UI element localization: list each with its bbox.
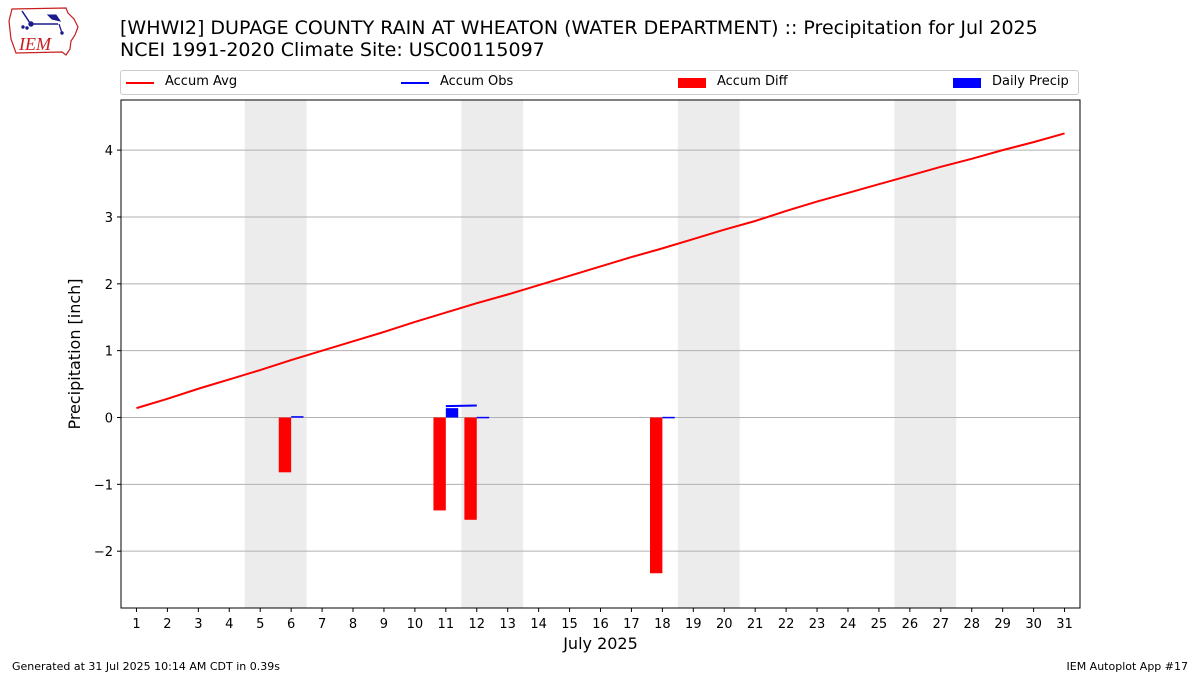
x-tick-label: 8 [349,617,357,632]
x-tick-label: 7 [318,617,326,632]
x-tick-label: 28 [963,617,980,632]
weekend-shade [244,100,307,608]
legend-swatch-daily-precip [953,78,981,88]
generated-timestamp: Generated at 31 Jul 2025 10:14 AM CDT in… [12,660,280,673]
chart-title: [WHWI2] DUPAGE COUNTY RAIN AT WHEATON (W… [120,17,1038,39]
x-tick-label: 31 [1056,617,1073,632]
y-axis-label: Precipitation [inch] [65,278,84,429]
weekend-shade [461,100,524,608]
x-tick-label: 21 [747,617,764,632]
legend-swatch-accum-diff [678,78,706,88]
legend-label-accum-diff: Accum Diff [717,74,788,89]
x-tick-label: 20 [716,617,733,632]
x-tick-label: 26 [902,617,919,632]
accum-avg-line [136,132,1065,410]
chart-legend: Accum Avg Accum Obs Accum Diff Daily Pre… [120,70,1079,95]
legend-swatch-accum-avg [126,82,154,84]
y-tick-label: 4 [105,144,113,159]
x-tick-label: 30 [1025,617,1042,632]
x-tick-label: 14 [530,617,547,632]
autoplot-app-label: IEM Autoplot App #17 [1066,660,1189,673]
x-tick-label: 5 [256,617,264,632]
x-tick-label: 18 [654,617,671,632]
accum-obs-line [445,404,477,408]
x-axis-label: July 2025 [562,634,638,653]
accum-diff-bar [464,417,477,520]
daily-precip-bar [445,408,459,418]
x-tick-label: 2 [163,617,171,632]
x-tick-label: 25 [871,617,888,632]
accum-diff-bar [649,417,663,574]
x-tick-label: 11 [438,617,455,632]
legend-label-daily-precip: Daily Precip [992,74,1069,89]
iem-logo: IEM [8,7,79,56]
legend-label-accum-obs: Accum Obs [440,74,514,89]
x-tick-label: 10 [407,617,424,632]
x-tick-label: 9 [380,617,388,632]
logo-text: IEM [18,34,52,54]
legend-swatch-accum-obs [401,82,429,84]
x-tick-label: 17 [623,617,640,632]
iowa-state-outline [8,7,79,56]
x-tick-label: 27 [933,617,950,632]
weekend-shade [677,100,740,608]
x-tick-label: 13 [499,617,516,632]
x-tick-label: 24 [840,617,857,632]
x-tick-label: 4 [225,617,233,632]
x-tick-label: 22 [778,617,795,632]
x-tick-label: 19 [685,617,702,632]
y-tick-label: −2 [94,545,113,560]
legend-label-accum-avg: Accum Avg [165,74,238,89]
chart-subtitle: NCEI 1991-2020 Climate Site: USC00115097 [120,39,545,61]
y-tick-label: 3 [105,211,113,226]
daily-precip-bar [476,416,490,419]
y-tick-label: −1 [94,478,113,493]
daily-precip-bar [291,416,304,418]
accum-diff-bar [278,417,292,473]
weekend-shade [894,100,957,608]
x-tick-label: 1 [132,617,140,632]
x-tick-label: 15 [561,617,578,632]
x-tick-label: 3 [194,617,202,632]
weather-station-icon [21,10,64,35]
y-tick-label: 0 [105,412,113,427]
x-tick-label: 29 [994,617,1011,632]
x-tick-label: 16 [592,617,609,632]
daily-precip-bar [662,416,675,419]
y-tick-label: 2 [105,278,113,293]
accum-diff-bar [433,417,446,511]
x-tick-label: 6 [287,617,295,632]
y-tick-label: 1 [105,345,113,360]
x-tick-label: 12 [468,617,485,632]
x-tick-label: 23 [809,617,826,632]
